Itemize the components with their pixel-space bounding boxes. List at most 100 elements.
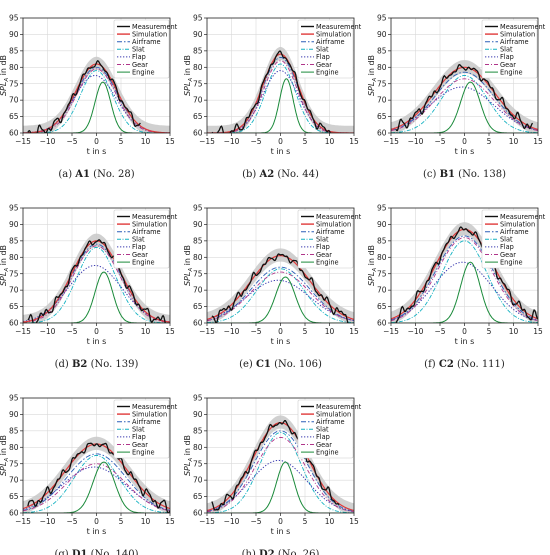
x-tick-label: −15 (199, 137, 215, 146)
y-tick-label: 60 (377, 129, 387, 138)
y-tick-label: 65 (9, 302, 19, 311)
measurement-series-line (395, 64, 534, 132)
legend-label-simulation: Simulation (316, 30, 351, 38)
y-tick-label: 70 (9, 476, 19, 485)
x-tick-label: 15 (349, 137, 359, 146)
x-tick-label: 15 (165, 327, 175, 336)
flap-series-line (207, 459, 354, 512)
y-tick-label: 65 (377, 302, 387, 311)
y-tick-label: 70 (377, 286, 387, 295)
x-tick-label: 15 (349, 517, 359, 526)
y-tick-label: 75 (9, 269, 19, 278)
engine-series-line (391, 261, 538, 323)
legend-label-flap: Flap (316, 243, 330, 251)
y-tick-label: 90 (193, 30, 203, 39)
caption-rest: (No. 28) (90, 169, 135, 180)
slat-series-line (391, 240, 538, 323)
y-label-unit: in dB (0, 435, 8, 458)
legend-label-slat: Slat (316, 236, 329, 244)
y-tick-label: 65 (193, 112, 203, 121)
gear-series-line (207, 436, 354, 513)
legend-label-engine: Engine (132, 258, 155, 266)
legend-label-measurement: Measurement (132, 213, 178, 221)
y-tick-label: 95 (9, 204, 19, 213)
y-label-main: SPL (367, 272, 376, 286)
y-tick-label: 65 (9, 492, 19, 501)
legend: MeasurementSimulationAirframeSlatFlapGea… (113, 399, 178, 459)
y-tick-label: 70 (9, 96, 19, 105)
legend-label-gear: Gear (500, 61, 516, 69)
y-label-main: SPL (0, 462, 8, 476)
legend-label-gear: Gear (500, 251, 516, 259)
y-label-main: SPL (183, 272, 192, 286)
x-tick-label: 15 (349, 327, 359, 336)
caption-prefix: (d) (55, 359, 72, 370)
legend-label-measurement: Measurement (316, 213, 362, 221)
y-axis-label: SPLA in dB (183, 245, 194, 286)
x-tick-label: 10 (325, 517, 335, 526)
y-label-subscript: A (188, 268, 194, 273)
legend-label-airframe: Airframe (132, 228, 161, 236)
x-tick-label: −5 (250, 137, 261, 146)
caption-prefix: (g) (54, 549, 71, 555)
measurement-series-line (27, 60, 141, 133)
x-tick-label: 15 (165, 137, 175, 146)
legend-label-simulation: Simulation (132, 30, 167, 38)
y-tick-label: 60 (193, 129, 203, 138)
legend-label-airframe: Airframe (316, 228, 345, 236)
y-axis-label: SPLA in dB (0, 245, 10, 286)
legend-label-gear: Gear (316, 441, 332, 449)
legend-label-measurement: Measurement (316, 23, 362, 31)
x-tick-label: 0 (462, 137, 467, 146)
caption-rest: (No. 106) (271, 359, 322, 370)
y-tick-label: 95 (377, 204, 387, 213)
x-tick-label: −15 (383, 327, 399, 336)
legend-label-measurement: Measurement (316, 403, 362, 411)
y-tick-label: 75 (193, 269, 203, 278)
y-tick-label: 70 (193, 96, 203, 105)
legend-label-slat: Slat (500, 236, 513, 244)
subplot-caption: (c) B1 (No. 138) (423, 169, 506, 180)
x-tick-label: 10 (325, 137, 335, 146)
y-tick-label: 75 (9, 459, 19, 468)
y-tick-label: 70 (193, 286, 203, 295)
caption-rest: (No. 111) (454, 359, 505, 370)
legend: MeasurementSimulationAirframeSlatFlapGea… (297, 19, 362, 79)
y-label-unit: in dB (183, 245, 192, 268)
y-tick-label: 80 (193, 63, 203, 72)
legend-label-slat: Slat (500, 46, 513, 54)
x-axis-label: t in s (87, 527, 107, 536)
legend: MeasurementSimulationAirframeSlatFlapGea… (297, 209, 362, 269)
legend-label-gear: Gear (316, 61, 332, 69)
x-tick-label: −10 (40, 517, 56, 526)
y-tick-label: 80 (377, 253, 387, 262)
x-tick-label: 10 (141, 517, 151, 526)
y-tick-label: 75 (377, 79, 387, 88)
slat-series-line (23, 70, 170, 133)
caption-prefix: (f) (424, 359, 439, 370)
x-tick-label: 5 (119, 327, 124, 336)
y-axis-label: SPLA in dB (0, 55, 10, 96)
y-axis-label: SPLA in dB (367, 245, 378, 286)
measurement-series-line (395, 226, 538, 323)
y-tick-label: 85 (9, 46, 19, 55)
caption-rest: (No. 140) (88, 549, 139, 555)
legend-label-simulation: Simulation (132, 410, 167, 418)
y-tick-label: 65 (9, 112, 19, 121)
y-tick-label: 90 (193, 410, 203, 419)
legend-label-airframe: Airframe (132, 418, 161, 426)
y-tick-label: 60 (9, 129, 19, 138)
y-tick-label: 65 (377, 112, 387, 121)
x-tick-label: 5 (303, 517, 308, 526)
legend-label-measurement: Measurement (132, 403, 178, 411)
caption-rest: (No. 138) (455, 169, 506, 180)
plot-area (23, 208, 170, 323)
x-tick-label: −10 (224, 517, 240, 526)
measurement-series-line (211, 253, 349, 323)
y-tick-label: 95 (377, 14, 387, 23)
measurement-series-line (211, 50, 331, 133)
caption-id: D1 (72, 549, 88, 555)
x-tick-label: −10 (40, 137, 56, 146)
